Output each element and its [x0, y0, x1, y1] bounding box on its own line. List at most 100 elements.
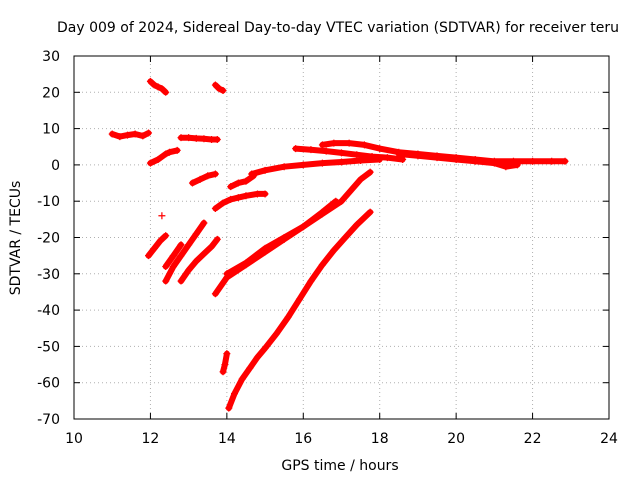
data-point [223, 350, 231, 358]
data-point [299, 223, 307, 231]
data-point [211, 204, 219, 212]
x-tick-label: 24 [600, 431, 618, 447]
data-point [200, 250, 208, 258]
data-point [200, 135, 208, 143]
data-point [162, 263, 170, 271]
data-point [529, 157, 537, 165]
data-point [341, 234, 349, 241]
data-point [338, 158, 345, 166]
y-tick-label: -40 [37, 303, 60, 319]
data-point [219, 86, 227, 94]
data-point [215, 85, 223, 93]
data-point [177, 241, 185, 249]
data-point [395, 150, 403, 158]
data-point [368, 153, 376, 161]
y-tick-label: 20 [42, 85, 60, 101]
data-point [146, 159, 154, 167]
data-point [357, 175, 365, 183]
data-point [261, 166, 269, 174]
data-point [234, 179, 242, 187]
x-axis-label: GPS time / hours [281, 458, 398, 474]
data-point [196, 175, 204, 183]
data-point [261, 344, 269, 352]
data-point [219, 199, 227, 207]
data-point [502, 163, 510, 171]
data-point [162, 150, 170, 158]
data-point [318, 261, 326, 269]
data-point [154, 83, 162, 91]
series-arc-02 [146, 77, 170, 96]
data-point [213, 135, 221, 143]
data-point [322, 147, 330, 155]
data-point [292, 145, 300, 153]
data-point [338, 149, 345, 157]
data-point [204, 172, 212, 180]
data-point [211, 170, 219, 178]
data-point [471, 157, 479, 165]
data-point [433, 154, 441, 162]
data-point [192, 230, 200, 238]
series-arc-09 [162, 219, 208, 285]
data-point [185, 266, 193, 274]
data-point [284, 313, 292, 321]
data-point [208, 243, 216, 251]
data-point [253, 190, 261, 198]
data-point [307, 277, 315, 285]
series-arc-06 [188, 170, 219, 187]
data-point [231, 390, 238, 398]
data-point [227, 183, 235, 191]
y-tick-label: 0 [51, 158, 60, 174]
data-point [177, 134, 185, 142]
data-point [318, 141, 326, 149]
data-point [185, 241, 193, 249]
data-point [131, 130, 139, 138]
x-tick-label: 20 [447, 431, 465, 447]
data-point [548, 157, 556, 165]
x-tick-label: 14 [218, 431, 236, 447]
data-point [145, 129, 153, 137]
x-tick-label: 16 [294, 431, 312, 447]
series-arc-17 [395, 150, 521, 171]
series-arc-07 [158, 212, 166, 220]
data-point [330, 139, 338, 147]
x-tick-label: 18 [371, 431, 389, 447]
data-point [353, 221, 361, 229]
data-point [150, 244, 158, 252]
data-point [360, 141, 368, 149]
data-point [330, 246, 338, 254]
data-point [295, 295, 303, 303]
data-point [318, 208, 326, 216]
data-point [332, 197, 340, 205]
data-point [246, 364, 254, 372]
data-point [273, 330, 281, 338]
data-point [238, 375, 246, 383]
series-arc-03 [211, 81, 227, 94]
series-band [145, 232, 169, 259]
data-point [561, 157, 569, 165]
y-tick-label: -30 [37, 267, 60, 283]
data-point [376, 145, 384, 153]
data-point [139, 132, 147, 140]
series-arc-21 [225, 208, 374, 412]
series-arc-14 [248, 155, 384, 178]
data-point [158, 212, 166, 220]
data-point [366, 168, 374, 176]
series-arc-11 [177, 235, 221, 285]
data-point [162, 277, 170, 285]
data-point [345, 139, 353, 147]
y-tick-label: -20 [37, 231, 60, 247]
data-point [211, 81, 219, 89]
data-point [248, 170, 256, 178]
series-arc-12 [211, 190, 269, 212]
data-point [261, 190, 269, 198]
data-point [150, 81, 158, 89]
data-point [169, 252, 177, 260]
series-band [227, 172, 257, 190]
y-tick-label: -50 [37, 339, 60, 355]
series-arc-15 [292, 145, 407, 163]
series-arc-19 [223, 197, 340, 278]
y-tick-label: -60 [37, 376, 60, 392]
data-point [280, 163, 288, 171]
series-arc-08 [145, 232, 170, 260]
